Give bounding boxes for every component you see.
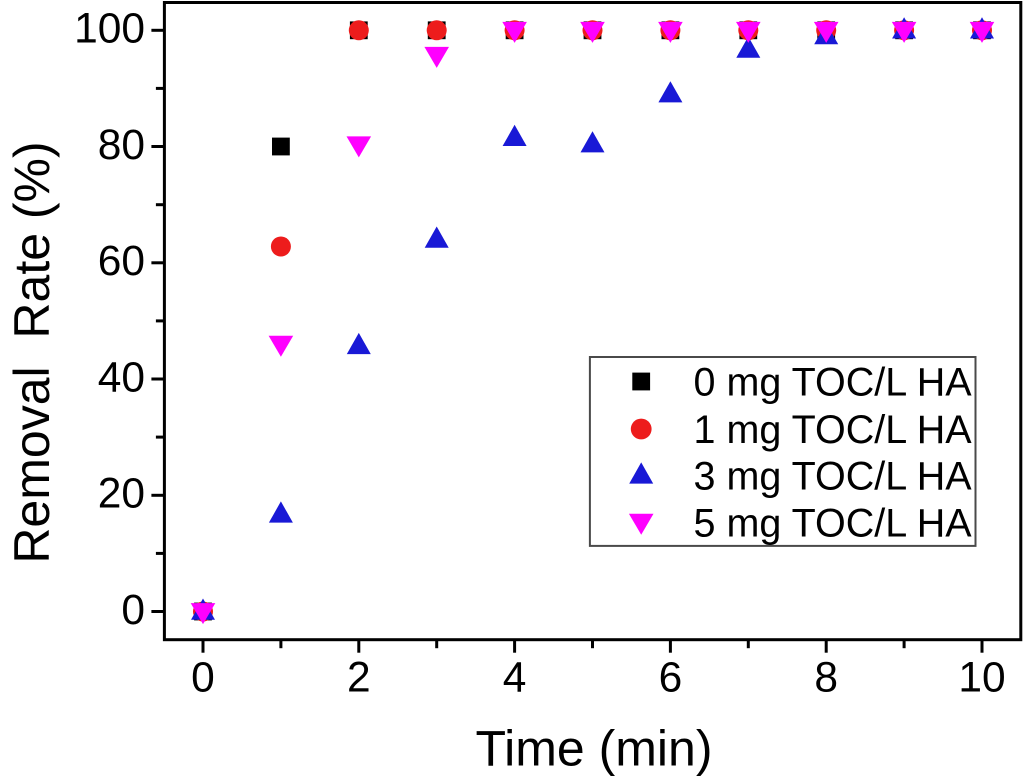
svg-text:80: 80 [98, 122, 145, 169]
svg-text:8: 8 [814, 655, 838, 702]
svg-text:0 mg TOC/L HA: 0 mg TOC/L HA [694, 361, 973, 405]
svg-text:3 mg TOC/L HA: 3 mg TOC/L HA [694, 455, 973, 499]
svg-text:0: 0 [121, 587, 145, 634]
svg-text:1 mg TOC/L HA: 1 mg TOC/L HA [694, 408, 973, 452]
svg-text:0: 0 [191, 655, 215, 702]
svg-text:20: 20 [98, 471, 145, 518]
svg-text:5 mg TOC/L HA: 5 mg TOC/L HA [694, 501, 973, 545]
svg-text:100: 100 [74, 6, 145, 53]
svg-text:40: 40 [98, 354, 145, 401]
svg-text:60: 60 [98, 238, 145, 285]
svg-text:Removal Rate (%): Removal Rate (%) [4, 141, 60, 563]
svg-text:6: 6 [659, 655, 683, 702]
svg-text:4: 4 [503, 655, 527, 702]
svg-text:10: 10 [958, 655, 1005, 702]
svg-text:2: 2 [347, 655, 371, 702]
svg-text:Time (min): Time (min) [475, 721, 712, 777]
